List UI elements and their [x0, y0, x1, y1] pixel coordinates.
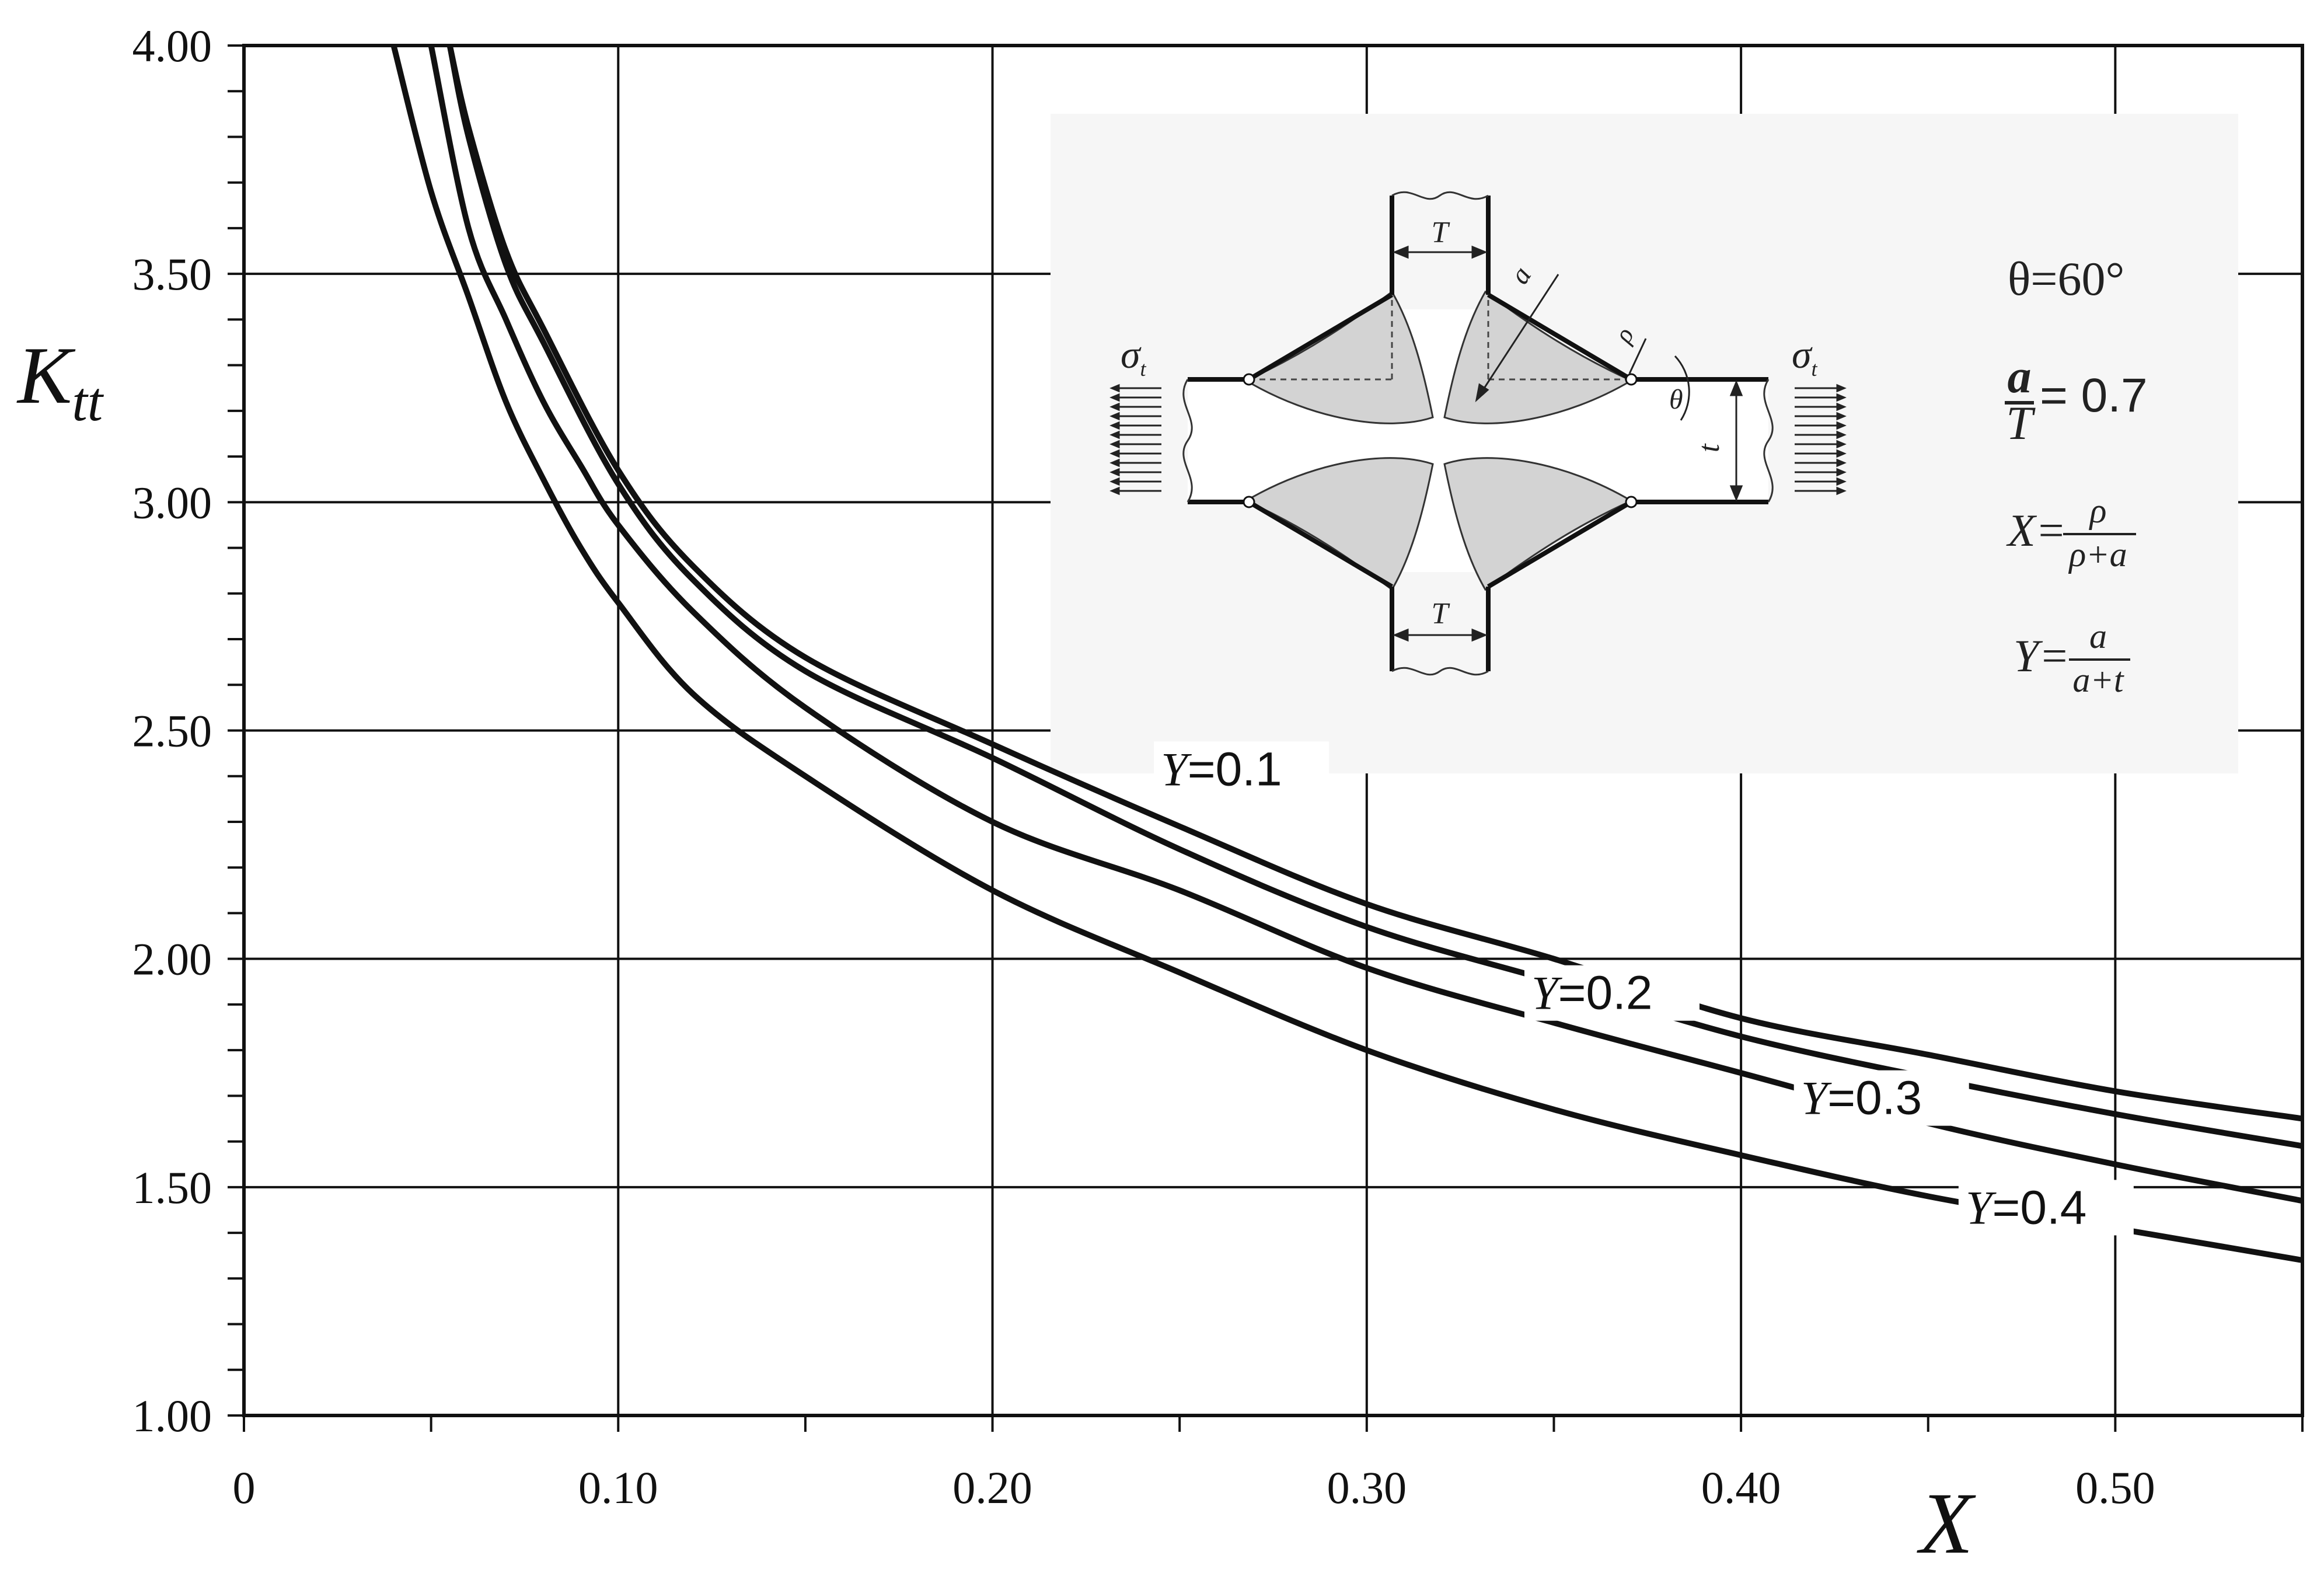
dimension-t-label: t	[1693, 443, 1726, 452]
series-label-3: Y=0.3	[1801, 1072, 1922, 1125]
load-arrowhead	[1836, 393, 1847, 402]
load-arrowhead	[1109, 477, 1120, 486]
load-arrows-right	[1795, 383, 1847, 496]
break-line-right	[1763, 379, 1774, 503]
toe-marker	[1625, 496, 1638, 508]
tick-labels: 0 0.10 0.20 0.30 0.40 0.50 1.00 1.50 2.00 2.50 3.0…	[132, 20, 2155, 1513]
load-arrowhead	[1109, 449, 1120, 458]
load-arrowhead	[1109, 383, 1120, 393]
x-definition-numerator: ρ	[2089, 491, 2107, 530]
x-definition-denominator: ρ+a	[2068, 535, 2127, 574]
load-arrowhead	[1836, 412, 1847, 421]
dimension-theta-arc	[1674, 355, 1690, 421]
load-arrowhead	[1109, 393, 1120, 402]
y-tick-label: 1.50	[132, 1162, 212, 1213]
load-arrowhead	[1836, 440, 1847, 449]
y-axis-title: Ktt	[16, 330, 104, 433]
ratio-denominator: T	[2006, 396, 2036, 449]
series-label-background	[1958, 1180, 2134, 1236]
load-arrows-left	[1109, 383, 1161, 496]
toe-marker	[1625, 373, 1638, 386]
load-arrowhead	[1836, 402, 1847, 412]
dimension-T-top	[1393, 245, 1488, 259]
load-arrowhead	[1836, 468, 1847, 477]
construction-lines	[1249, 295, 1631, 381]
dimension-theta-label: θ	[1669, 384, 1683, 415]
joint-body	[1188, 309, 1768, 572]
series-labels: Y=0.1 Y=0.2 Y=0.3 Y=0.4	[1154, 741, 2134, 1236]
series-label-1: Y=0.1	[1161, 742, 1282, 796]
y-tick-label: 4.00	[132, 20, 212, 71]
x-tick-label: 0.50	[2075, 1462, 2155, 1513]
axes	[228, 44, 2304, 1432]
series-label-background	[1524, 965, 1700, 1021]
load-arrowhead	[1836, 477, 1847, 486]
ratio-numerator: a	[2008, 350, 2032, 403]
weld-bottom-right	[1443, 457, 1634, 591]
y-tick-label: 3.50	[132, 249, 212, 299]
series-line-4	[390, 44, 2303, 1263]
dimension-a	[1475, 274, 1559, 403]
dimension-rho	[1628, 338, 1647, 374]
load-arrowhead	[1109, 430, 1120, 440]
dimension-T-bottom	[1393, 628, 1488, 642]
series-label-background	[1793, 1070, 1969, 1126]
load-arrowhead	[1109, 458, 1120, 468]
load-arrowhead	[1836, 383, 1847, 393]
y-tick-label: 2.00	[132, 934, 212, 985]
load-arrowhead	[1109, 402, 1120, 412]
x-tick-label: 0.30	[1327, 1462, 1407, 1513]
y-definition-numerator: a	[2089, 617, 2107, 655]
dimension-t	[1729, 380, 1743, 501]
toe-marker	[1243, 496, 1255, 508]
ratio-value: = 0.7	[2040, 369, 2148, 422]
load-arrowhead	[1109, 468, 1120, 477]
y-tick-label: 1.00	[132, 1390, 212, 1441]
load-arrowhead	[1109, 421, 1120, 430]
x-tick-label: 0.20	[952, 1462, 1032, 1513]
load-arrowhead	[1109, 440, 1120, 449]
plate-outline	[1188, 196, 1768, 671]
break-line-top	[1391, 191, 1489, 200]
load-arrowhead	[1836, 430, 1847, 440]
load-arrowhead	[1836, 421, 1847, 430]
break-line-left	[1182, 379, 1193, 503]
series-label-2: Y=0.2	[1531, 967, 1653, 1020]
load-arrowhead	[1836, 449, 1847, 458]
series-label-background	[1154, 741, 1330, 797]
load-arrowhead	[1836, 486, 1847, 496]
load-arrowhead	[1836, 458, 1847, 468]
x-tick-label: 0.40	[1701, 1462, 1781, 1513]
x-tick-label: 0	[233, 1462, 256, 1513]
weld-top-right	[1443, 290, 1634, 424]
sigma-right-label: σt	[1792, 332, 1818, 381]
dimension-T-top-label: T	[1432, 216, 1450, 249]
toe-marker	[1243, 373, 1255, 386]
load-arrowhead	[1109, 486, 1120, 496]
x-axis-title: X	[1917, 1475, 1976, 1572]
joint-diagram-inset: T T a ρ θ t σt σt θ=60° a T = 0.7 X=	[1051, 114, 2238, 773]
series-line-1	[446, 44, 2303, 1122]
x-tick-label: 0.10	[578, 1462, 658, 1513]
weld-bottom-left	[1244, 457, 1434, 591]
sigma-left-label: σt	[1121, 332, 1147, 381]
weld-top-left	[1244, 290, 1434, 424]
load-arrowhead	[1109, 412, 1120, 421]
y-definition-denominator: a+t	[2072, 661, 2124, 699]
y-tick-label: 3.00	[132, 477, 212, 528]
break-line-bottom	[1391, 667, 1489, 676]
series-label-4: Y=0.4	[1966, 1181, 2087, 1234]
theta-value: θ=60°	[2008, 252, 2124, 305]
y-definition-lhs: Y=	[2014, 630, 2070, 681]
y-tick-label: 2.50	[132, 706, 212, 756]
x-definition-lhs: X=	[2006, 505, 2066, 556]
dimension-T-bottom-label: T	[1432, 597, 1450, 630]
